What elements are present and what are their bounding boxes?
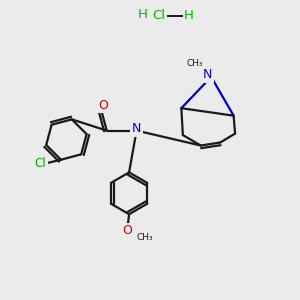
Text: O: O — [123, 224, 133, 237]
Text: N: N — [132, 122, 141, 135]
Text: CH₃: CH₃ — [187, 59, 203, 68]
Text: CH₃: CH₃ — [136, 233, 153, 242]
Text: Cl: Cl — [152, 9, 166, 22]
Text: H: H — [184, 9, 194, 22]
Text: Cl: Cl — [35, 157, 46, 170]
Text: N: N — [203, 68, 212, 81]
Text: H: H — [138, 8, 148, 21]
Text: O: O — [98, 99, 108, 112]
